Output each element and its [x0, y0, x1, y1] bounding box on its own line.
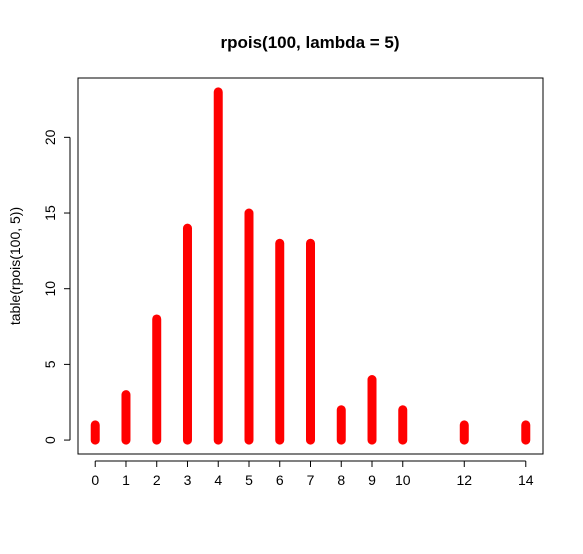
y-axis-title: table(rpois(100, 5)) [7, 207, 23, 325]
x-tick-label: 12 [456, 472, 472, 488]
y-tick-label: 20 [42, 129, 58, 145]
x-tick-label: 14 [518, 472, 534, 488]
y-tick-label: 10 [42, 281, 58, 297]
x-tick-label: 10 [395, 472, 411, 488]
x-tick-label: 3 [184, 472, 192, 488]
x-tick-label: 7 [307, 472, 315, 488]
x-tick-label: 0 [91, 472, 99, 488]
x-tick-label: 1 [122, 472, 130, 488]
x-axis: 0 1 2 3 4 5 6 7 8 9 10 12 14 [91, 460, 534, 488]
x-tick-label: 2 [153, 472, 161, 488]
x-tick-label: 9 [368, 472, 376, 488]
x-tick-label: 8 [337, 472, 345, 488]
y-tick-label: 5 [42, 360, 58, 368]
y-axis: 0 5 10 15 20 [42, 129, 71, 444]
x-tick-label: 5 [245, 472, 253, 488]
plot-frame [77, 77, 544, 455]
x-tick-label: 4 [214, 472, 222, 488]
chart-title: rpois(100, lambda = 5) [220, 33, 399, 52]
y-tick-label: 0 [42, 436, 58, 444]
bars [90, 87, 531, 445]
y-tick-label: 15 [42, 205, 58, 221]
x-tick-label: 6 [276, 472, 284, 488]
